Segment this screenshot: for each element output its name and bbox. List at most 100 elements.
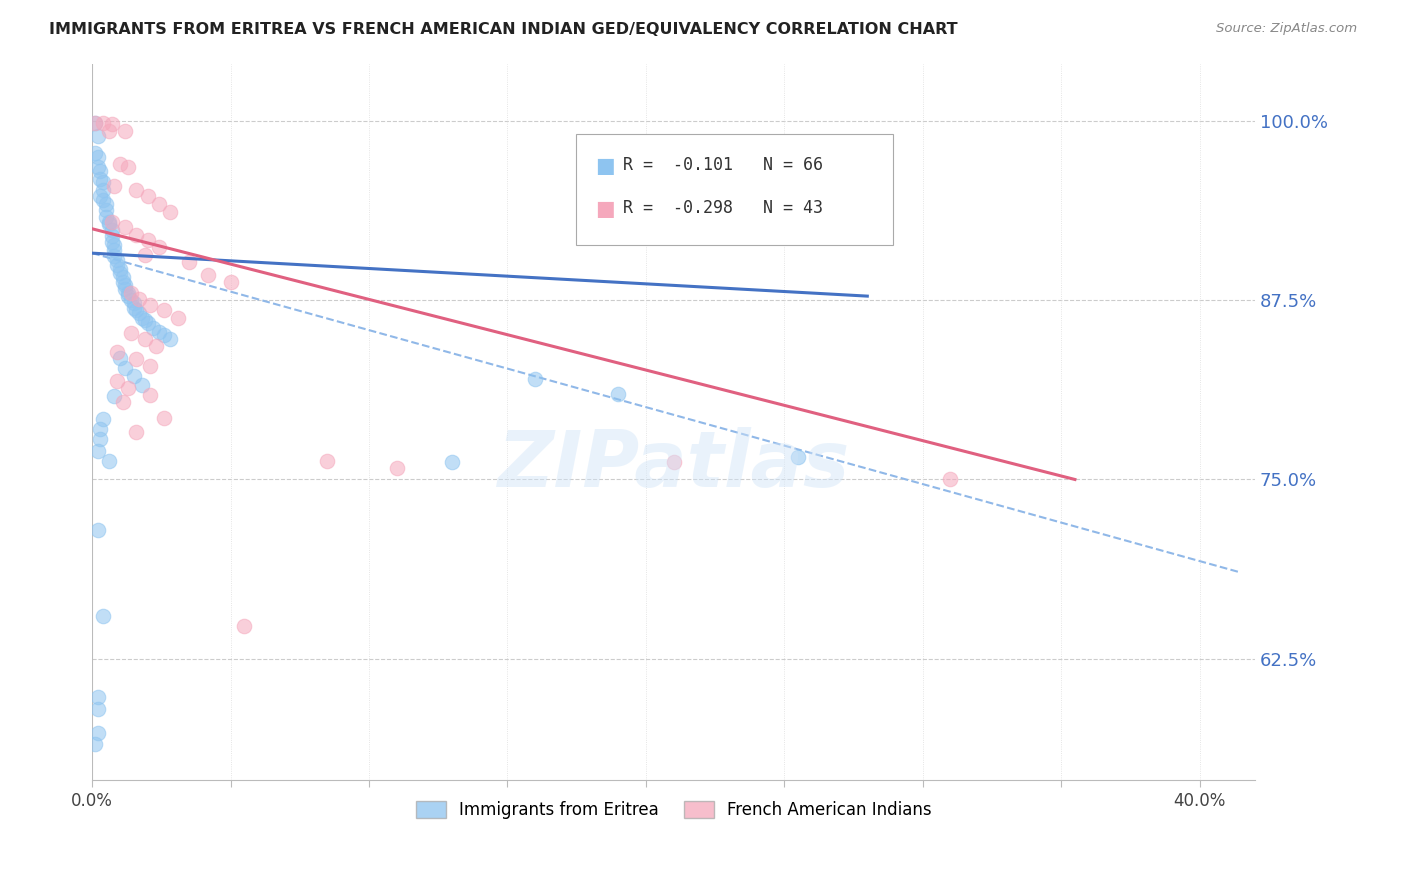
Point: [120, 293, 142, 308]
Point: [97, 218, 120, 232]
Point: [441, 455, 464, 469]
Point: [145, 339, 167, 353]
Point: [103, 244, 125, 258]
Point: [86, 128, 108, 143]
Point: [84, 116, 107, 130]
Point: [125, 183, 148, 197]
Point: [89, 164, 111, 178]
Point: [84, 116, 107, 130]
Point: [94, 211, 117, 225]
Point: [125, 303, 148, 318]
Point: [89, 189, 111, 203]
Point: [86, 726, 108, 740]
Point: [111, 395, 134, 409]
Point: [134, 247, 156, 261]
Point: [91, 193, 114, 207]
Point: [100, 117, 122, 131]
Point: [114, 277, 136, 292]
Point: [89, 433, 111, 447]
Text: ■: ■: [595, 156, 614, 176]
Point: [139, 359, 162, 374]
Point: [148, 240, 170, 254]
Point: [108, 261, 131, 276]
Point: [177, 254, 200, 268]
Point: [91, 175, 114, 189]
Point: [97, 454, 120, 468]
Point: [136, 233, 159, 247]
Point: [167, 310, 190, 325]
Point: [117, 160, 139, 174]
Point: [125, 227, 148, 242]
Point: [94, 203, 117, 218]
Point: [197, 268, 219, 282]
Text: Source: ZipAtlas.com: Source: ZipAtlas.com: [1216, 22, 1357, 36]
Point: [84, 145, 107, 160]
Point: [105, 374, 128, 388]
Point: [787, 450, 810, 464]
Point: [103, 178, 125, 193]
Point: [128, 292, 150, 306]
Point: [117, 289, 139, 303]
Text: R =  -0.298   N = 43: R = -0.298 N = 43: [623, 199, 823, 217]
Point: [139, 298, 162, 312]
Point: [153, 327, 176, 342]
Point: [91, 116, 114, 130]
Point: [84, 738, 107, 752]
Point: [91, 183, 114, 197]
Point: [159, 332, 181, 346]
Point: [385, 461, 408, 475]
Point: [131, 378, 153, 392]
Point: [153, 303, 176, 318]
Point: [111, 270, 134, 285]
Point: [117, 286, 139, 301]
Point: [153, 410, 176, 425]
Point: [114, 360, 136, 375]
Point: [91, 608, 114, 623]
Point: [103, 389, 125, 403]
Point: [89, 422, 111, 436]
Point: [100, 223, 122, 237]
Text: R =  -0.101   N = 66: R = -0.101 N = 66: [623, 156, 823, 174]
Point: [122, 369, 145, 384]
Point: [97, 214, 120, 228]
Point: [105, 345, 128, 359]
Point: [524, 372, 547, 386]
Point: [89, 171, 111, 186]
Point: [125, 352, 148, 367]
Point: [139, 388, 162, 402]
Point: [607, 386, 630, 401]
Point: [159, 204, 181, 219]
Point: [105, 253, 128, 268]
Point: [114, 124, 136, 138]
Point: [91, 412, 114, 426]
Point: [142, 320, 165, 334]
Point: [233, 618, 256, 632]
Point: [939, 473, 962, 487]
Point: [103, 249, 125, 263]
Point: [134, 332, 156, 346]
Point: [136, 189, 159, 203]
Text: ■: ■: [595, 199, 614, 219]
Point: [128, 306, 150, 320]
Point: [86, 701, 108, 715]
Point: [114, 282, 136, 296]
Point: [125, 425, 148, 440]
Point: [105, 258, 128, 272]
Text: ZIPatlas: ZIPatlas: [498, 427, 849, 503]
Point: [122, 296, 145, 310]
Point: [111, 275, 134, 289]
Point: [108, 351, 131, 365]
Point: [86, 150, 108, 164]
Text: IMMIGRANTS FROM ERITREA VS FRENCH AMERICAN INDIAN GED/EQUIVALENCY CORRELATION CH: IMMIGRANTS FROM ERITREA VS FRENCH AMERIC…: [49, 22, 957, 37]
Point: [103, 237, 125, 252]
Point: [86, 690, 108, 705]
Point: [219, 275, 242, 289]
Point: [100, 214, 122, 228]
Point: [114, 220, 136, 235]
Point: [662, 455, 685, 469]
Point: [86, 443, 108, 458]
Point: [120, 286, 142, 301]
Point: [131, 310, 153, 325]
Point: [136, 316, 159, 330]
Point: [316, 454, 339, 468]
